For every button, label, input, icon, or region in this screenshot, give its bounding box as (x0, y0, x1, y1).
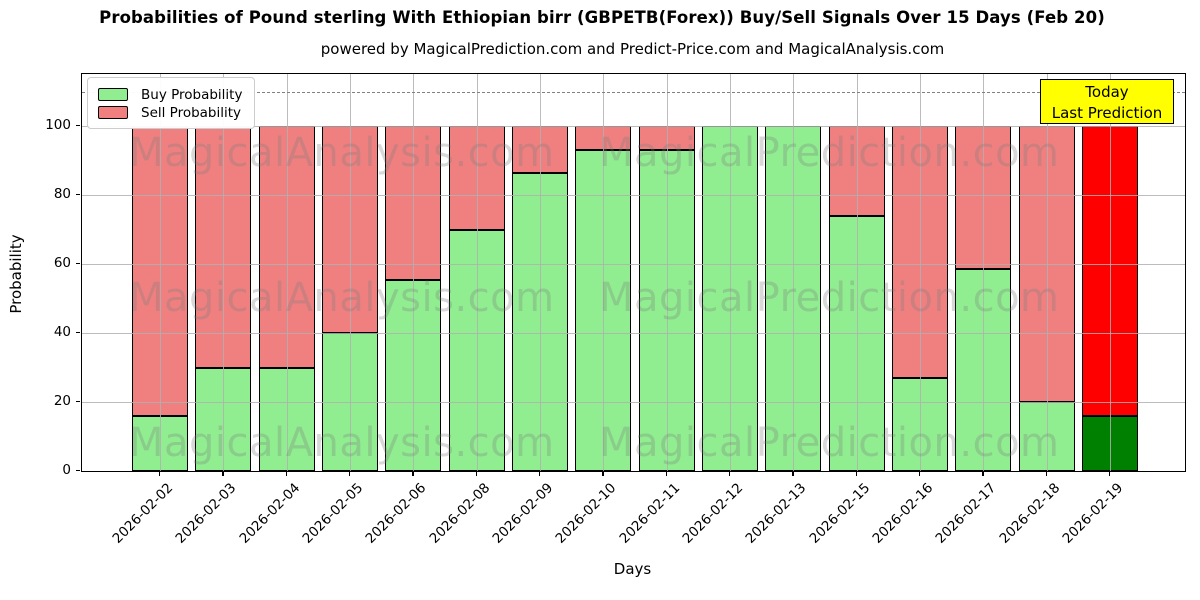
x-tick-mark (855, 472, 857, 476)
h-gridline (82, 195, 1185, 196)
watermark-text: MagicalAnalysis.com (129, 130, 555, 176)
x-tick-mark (602, 472, 604, 476)
x-tick-mark (348, 472, 351, 476)
x-tick-mark (538, 472, 541, 476)
today-annotation: Today Last Prediction (1040, 79, 1174, 124)
v-gridline (286, 74, 288, 471)
y-tick-mark (76, 470, 80, 472)
v-gridline (1109, 74, 1111, 471)
v-gridline (539, 74, 541, 471)
x-tick-mark (1108, 472, 1111, 476)
v-gridline (160, 74, 161, 471)
x-tick-mark (728, 472, 731, 476)
v-gridline (413, 74, 415, 471)
buy-swatch-icon (98, 88, 128, 101)
y-tick-mark (76, 332, 80, 334)
v-gridline (793, 74, 795, 471)
h-gridline (82, 402, 1185, 403)
chart-title: Probabilities of Pound sterling With Eth… (99, 8, 1105, 27)
legend-item-sell: Sell Probability (98, 104, 242, 121)
legend: Buy Probability Sell Probability (87, 77, 256, 129)
y-tick-label: 40 (53, 324, 71, 340)
h-gridline (82, 126, 1185, 127)
v-gridline (223, 74, 225, 471)
legend-item-buy: Buy Probability (98, 86, 242, 103)
v-gridline (729, 74, 731, 471)
v-gridline (603, 74, 605, 471)
y-tick-mark (76, 194, 80, 196)
y-tick-label: 100 (45, 117, 71, 133)
v-gridline (983, 74, 985, 471)
y-tick-mark (76, 401, 80, 403)
v-gridline (349, 74, 351, 471)
x-tick-mark (285, 472, 287, 476)
x-tick-mark (918, 472, 921, 476)
chart-subtitle: powered by MagicalPrediction.com and Pre… (320, 40, 945, 58)
sell-swatch-icon (98, 106, 128, 119)
plot-area: MagicalAnalysis.com MagicalPrediction.com… (81, 73, 1186, 472)
x-tick-mark (1045, 472, 1047, 476)
watermark-text: MagicalPrediction.com (599, 130, 1060, 176)
v-gridline (919, 74, 921, 471)
watermark-text: MagicalPrediction.com (599, 275, 1060, 321)
h-gridline (82, 264, 1185, 265)
y-axis-label: Probability (7, 234, 25, 314)
watermark-text: MagicalPrediction.com (599, 420, 1060, 466)
v-gridline (476, 74, 478, 471)
watermark-text: MagicalAnalysis.com (129, 275, 555, 321)
legend-label-buy: Buy Probability (141, 86, 243, 103)
y-tick-label: 80 (53, 186, 71, 202)
annotation-line-2: Last Prediction (1051, 104, 1163, 122)
x-tick-mark (475, 472, 477, 476)
x-tick-mark (412, 472, 414, 476)
y-tick-label: 60 (53, 255, 71, 271)
annotation-line-1: Today (1085, 83, 1129, 101)
x-tick-mark (159, 472, 161, 476)
threshold-dashed-line (82, 91, 1185, 93)
y-tick-mark (76, 263, 80, 265)
y-tick-label: 0 (62, 462, 71, 478)
legend-label-sell: Sell Probability (141, 104, 242, 121)
x-tick-mark (982, 472, 984, 476)
v-gridline (1046, 74, 1048, 471)
x-axis-label: Days (613, 560, 652, 578)
y-tick-mark (76, 125, 80, 127)
y-tick-label: 20 (53, 393, 71, 409)
v-gridline (856, 74, 858, 471)
v-gridline (666, 74, 668, 471)
x-tick-mark (792, 472, 794, 476)
h-gridline (82, 333, 1185, 334)
x-tick-mark (665, 472, 667, 476)
x-tick-mark (222, 472, 224, 476)
watermark-text: MagicalAnalysis.com (129, 420, 555, 466)
